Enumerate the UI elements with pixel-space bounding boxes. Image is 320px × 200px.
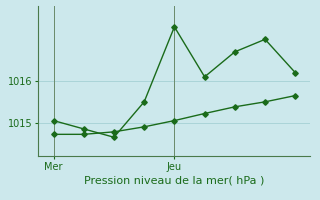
X-axis label: Pression niveau de la mer( hPa ): Pression niveau de la mer( hPa ) <box>84 176 265 186</box>
